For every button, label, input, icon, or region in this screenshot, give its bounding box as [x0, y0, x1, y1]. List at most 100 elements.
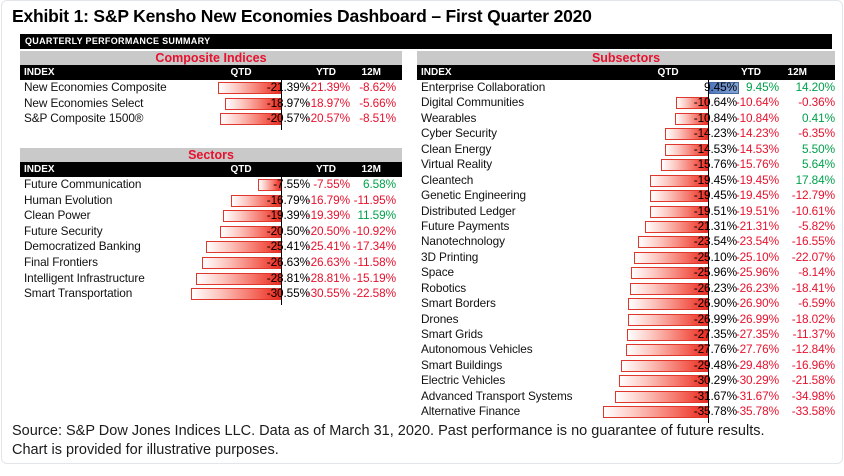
zero-axis-line [281, 80, 282, 130]
12m-value: -8.51% [359, 111, 396, 126]
qtd-value: -30.55% [266, 286, 310, 301]
exhibit-title: Exhibit 1: S&P Kensho New Economies Dash… [12, 6, 592, 26]
table-row: Virtual Reality -15.76% -15.76% 5.64% [417, 157, 835, 172]
qtd-data-bar [709, 82, 739, 94]
12m-value: -33.58% [791, 404, 835, 419]
source-note: Source: S&P Dow Jones Indices LLC. Data … [12, 422, 765, 459]
table-row: Clean Power -19.39% -19.39% 11.59% [20, 208, 402, 224]
exhibit-card: Exhibit 1: S&P Kensho New Economies Dash… [1, 0, 843, 464]
column-header-12m: 12M [361, 67, 381, 78]
12m-value: 5.64% [802, 157, 835, 172]
qtd-value: -21.31% [693, 218, 737, 233]
column-header-ytd: YTD [316, 164, 336, 175]
column-header-row: INDEX QTD YTD 12M [20, 162, 402, 177]
ytd-value: -16.79% [306, 192, 350, 207]
qtd-value: -7.55% [273, 177, 310, 191]
index-name: Smart Buildings [421, 357, 503, 372]
index-name: Advanced Transport Systems [421, 388, 573, 403]
table-row: 3D Printing -25.10% -25.10% -22.07% [417, 250, 835, 265]
12m-value: -5.66% [359, 95, 396, 110]
table-row: Smart Borders -26.90% -26.90% -6.59% [417, 296, 835, 311]
index-name: Future Payments [421, 218, 510, 233]
ytd-value: -26.23% [735, 280, 779, 295]
index-name: Alternative Finance [421, 404, 521, 419]
qtd-value: -26.23% [693, 280, 737, 295]
ytd-value: -20.57% [306, 111, 350, 126]
ytd-value: -21.39% [306, 80, 350, 94]
zero-axis-line [708, 80, 709, 423]
ytd-value: -27.76% [735, 342, 779, 357]
12m-value: -12.84% [791, 342, 835, 357]
sectors-table: Sectors INDEX QTD YTD 12M Future Communicatio… [20, 148, 402, 305]
qtd-value: -15.76% [693, 157, 737, 172]
table-rows: New Economies Composite -21.39% -21.39% -8.… [20, 80, 402, 130]
index-name: Cyber Security [421, 126, 497, 141]
section-title: Composite Indices [20, 51, 402, 65]
table-row: Advanced Transport Systems -31.67% -31.67%… [417, 389, 835, 404]
qtd-value: -19.39% [266, 208, 310, 223]
index-name: Cleantech [421, 172, 474, 187]
table-row: Intelligent Infrastructure -28.81% -28.81%… [20, 271, 402, 287]
table-row: Smart Buildings -29.48% -29.48% -16.96% [417, 358, 835, 373]
ytd-value: -26.90% [735, 296, 779, 311]
index-name: Virtual Reality [421, 157, 493, 172]
12m-value: -18.02% [791, 311, 835, 326]
table-row: New Economies Composite -21.39% -21.39% -8.… [20, 80, 402, 96]
12m-value: -6.59% [798, 296, 835, 311]
qtd-value: -23.54% [693, 234, 737, 249]
table-row: Wearables -10.84% -10.84% 0.41% [417, 111, 835, 126]
qtd-value: -14.53% [693, 141, 737, 156]
12m-value: 6.58% [363, 177, 396, 191]
12m-value: -5.82% [798, 218, 835, 233]
ytd-value: -21.31% [735, 218, 779, 233]
source-line: Source: S&P Dow Jones Indices LLC. Data … [12, 423, 765, 439]
column-header-qtd: QTD [657, 67, 679, 78]
table-row: Future Security -20.50% -20.50% -10.92% [20, 224, 402, 240]
index-name: 3D Printing [421, 249, 479, 264]
index-name: Intelligent Infrastructure [24, 270, 145, 285]
qtd-value: -28.81% [266, 270, 310, 285]
qtd-value: -16.79% [266, 192, 310, 207]
qtd-value: -10.84% [693, 110, 737, 125]
qtd-value: -26.63% [266, 254, 310, 269]
table-row: Smart Grids -27.35% -27.35% -11.37% [417, 327, 835, 342]
table-row: New Economies Select -18.97% -18.97% -5.66% [20, 96, 402, 112]
table-row: Genetic Engineering -19.45% -19.45% -12.79% [417, 188, 835, 203]
column-header-row: INDEX QTD YTD 12M [417, 65, 835, 80]
qtd-value: -27.76% [693, 342, 737, 357]
index-name: Future Communication [24, 177, 142, 191]
ytd-value: -30.29% [735, 373, 779, 388]
qtd-value: -19.45% [693, 188, 737, 203]
12m-value: -6.35% [798, 126, 835, 141]
12m-value: -16.96% [791, 357, 835, 372]
column-header-ytd: YTD [741, 67, 761, 78]
qtd-value: 9.45% [704, 80, 737, 94]
ytd-value: -26.99% [735, 311, 779, 326]
12m-value: -11.95% [353, 192, 396, 207]
12m-value: -8.62% [359, 80, 396, 94]
qtd-value: -31.67% [693, 388, 737, 403]
12m-value: -12.79% [791, 188, 835, 203]
table-row: Future Communication -7.55% -7.55% 6.58% [20, 177, 402, 193]
ytd-value: -14.53% [735, 141, 779, 156]
column-header-row: INDEX QTD YTD 12M [20, 65, 402, 80]
index-name: Robotics [421, 280, 467, 295]
table-row: Alternative Finance -35.78% -35.78% -33.58% [417, 404, 835, 419]
12m-value: -17.34% [352, 239, 396, 254]
12m-value: 17.84% [795, 172, 836, 187]
12m-value: -15.19% [352, 270, 396, 285]
index-name: Smart Borders [421, 296, 496, 311]
table-row: Smart Transportation -30.55% -30.55% -22.58… [20, 286, 402, 302]
qtd-value: -21.39% [266, 80, 310, 94]
table-row: Human Evolution -16.79% -16.79% -11.95% [20, 193, 402, 209]
table-row: Cleantech -19.45% -19.45% 17.84% [417, 173, 835, 188]
index-name: Genetic Engineering [421, 188, 526, 203]
summary-bar: QUARTERLY PERFORMANCE SUMMARY [20, 34, 832, 49]
ytd-value: 9.45% [746, 80, 779, 94]
column-header-qtd: QTD [230, 164, 252, 175]
qtd-value: -29.48% [693, 357, 737, 372]
12m-value: -34.98% [791, 388, 835, 403]
qtd-value: -20.50% [266, 223, 310, 238]
section-title: Sectors [20, 148, 402, 162]
